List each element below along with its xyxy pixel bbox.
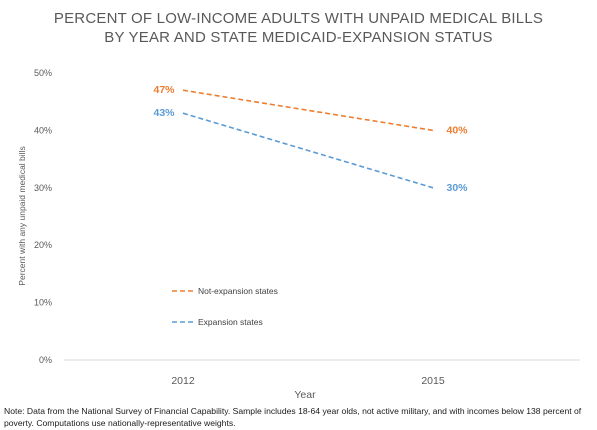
chart-title-line-1: PERCENT OF LOW-INCOME ADULTS WITH UNPAID… xyxy=(53,10,544,27)
line-chart: 0% 10% 20% 30% 40% 50% 2012 2015 Year Percent wit… xyxy=(17,68,580,400)
chart-footnote: Note: Data from the National Survey of F… xyxy=(4,406,582,428)
data-label: 30% xyxy=(446,182,468,194)
data-label: 43% xyxy=(153,107,175,119)
y-tick-label: 0% xyxy=(39,355,52,365)
y-tick-label: 40% xyxy=(34,125,52,135)
legend-label: Expansion states xyxy=(198,317,263,327)
data-label: 40% xyxy=(446,124,468,136)
y-axis-title: Percent with any unpaid medical bills xyxy=(17,146,27,285)
y-tick-label: 30% xyxy=(34,183,52,193)
y-tick-label: 50% xyxy=(34,68,52,78)
y-tick-label: 10% xyxy=(34,298,52,308)
legend-label: Not-expansion states xyxy=(198,286,278,296)
series-line xyxy=(182,89,434,132)
x-axis-title: Year xyxy=(294,389,316,400)
x-tick-label: 2015 xyxy=(421,375,445,387)
data-label: 47% xyxy=(153,84,175,96)
x-tick-label: 2012 xyxy=(171,375,195,387)
y-tick-label: 20% xyxy=(34,240,52,250)
chart-title-line-2: BY YEAR AND STATE MEDICAID-EXPANSION STA… xyxy=(104,29,493,46)
series-line xyxy=(182,112,434,189)
